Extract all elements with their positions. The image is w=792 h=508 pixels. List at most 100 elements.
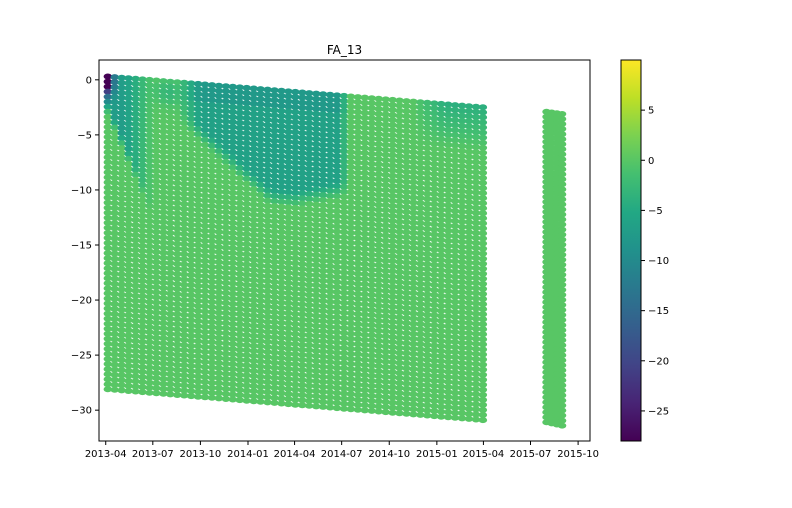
scatter-point (557, 407, 567, 414)
scatter-point (145, 238, 154, 245)
scatter-point (235, 351, 244, 358)
scatter-point (402, 168, 411, 175)
colorbar-tick-label: −15 (648, 306, 669, 317)
scatter-point (180, 105, 189, 111)
scatter-point (416, 195, 425, 201)
scatter-point (346, 214, 356, 221)
scatter-point (367, 377, 376, 384)
scatter-point (228, 119, 237, 126)
scatter-point (305, 347, 314, 354)
scatter-point (312, 201, 321, 208)
scatter-point (374, 348, 383, 354)
scatter-point (416, 149, 425, 156)
scatter-point (291, 199, 300, 206)
scatter-point (353, 184, 363, 191)
scatter-point (471, 345, 481, 352)
scatter-point (166, 265, 175, 272)
scatter-point (263, 369, 272, 376)
scatter-point (103, 255, 113, 262)
scatter-point (471, 361, 481, 367)
scatter-point (416, 260, 425, 267)
scatter-point (298, 377, 307, 383)
scatter-point (381, 348, 390, 355)
scatter-point (166, 340, 175, 347)
scatter-point (367, 105, 376, 112)
scatter-point (214, 213, 224, 220)
scatter-point (346, 108, 356, 115)
scatter-point (360, 392, 369, 399)
scatter-point (402, 178, 411, 185)
scatter-point (423, 160, 432, 167)
scatter-point (409, 315, 418, 322)
scatter-point (138, 252, 147, 259)
scatter-point (207, 92, 217, 99)
scatter-point (103, 285, 113, 292)
scatter-point (457, 168, 467, 175)
scatter-point (193, 277, 203, 284)
scatter-point (450, 202, 460, 209)
scatter-point (284, 118, 293, 125)
scatter-point (444, 116, 453, 123)
scatter-point (284, 365, 293, 372)
scatter-point (200, 116, 210, 123)
scatter-point (471, 250, 481, 257)
scatter-point (402, 158, 411, 165)
scatter-point (388, 182, 397, 189)
scatter-point (249, 393, 258, 400)
scatter-point (221, 88, 231, 95)
scatter-point (402, 340, 411, 347)
scatter-point (159, 118, 168, 125)
scatter-point (131, 121, 140, 128)
scatter-point (159, 259, 168, 266)
scatter-point (235, 185, 244, 192)
scatter-point (270, 273, 279, 280)
scatter-point (367, 317, 376, 324)
scatter-point (402, 198, 411, 205)
scatter-point (138, 197, 147, 204)
scatter-point (207, 293, 217, 300)
scatter-point (430, 271, 439, 278)
scatter-point (312, 236, 321, 243)
scatter-point (166, 290, 175, 297)
scatter-point (214, 344, 224, 351)
scatter-point (409, 305, 418, 312)
scatter-point (284, 159, 293, 165)
scatter-point (360, 215, 369, 222)
scatter-point (557, 357, 567, 364)
scatter-point (124, 120, 133, 127)
scatter-point (367, 135, 376, 142)
scatter-point (173, 255, 182, 262)
scatter-point (339, 294, 349, 301)
scatter-point (450, 187, 460, 194)
scatter-point (193, 116, 203, 123)
scatter-point (256, 207, 265, 214)
scatter-point (416, 225, 425, 232)
scatter-point (374, 363, 383, 370)
scatter-point (423, 185, 432, 192)
scatter-point (312, 216, 321, 223)
scatter-point (416, 174, 425, 181)
scatter-point (277, 395, 286, 402)
scatter-point (478, 326, 488, 333)
scatter-point (305, 140, 314, 147)
scatter-point (187, 332, 196, 339)
scatter-point (235, 376, 244, 383)
scatter-point (360, 140, 369, 146)
scatter-point (437, 106, 446, 112)
scatter-point (367, 302, 376, 308)
scatter-point (557, 196, 567, 203)
scatter-point (291, 331, 300, 337)
scatter-point (277, 183, 286, 190)
scatter-point (388, 389, 397, 396)
scatter-point (214, 178, 224, 185)
scatter-point (159, 88, 168, 95)
scatter-point (193, 181, 203, 188)
scatter-point (124, 171, 133, 178)
scatter-point (353, 164, 363, 171)
scatter-segment-0 (103, 73, 488, 424)
scatter-point (124, 307, 133, 314)
scatter-point (409, 360, 418, 367)
scatter-point (131, 312, 140, 319)
scatter-point (214, 309, 224, 316)
scatter-point (325, 399, 335, 406)
